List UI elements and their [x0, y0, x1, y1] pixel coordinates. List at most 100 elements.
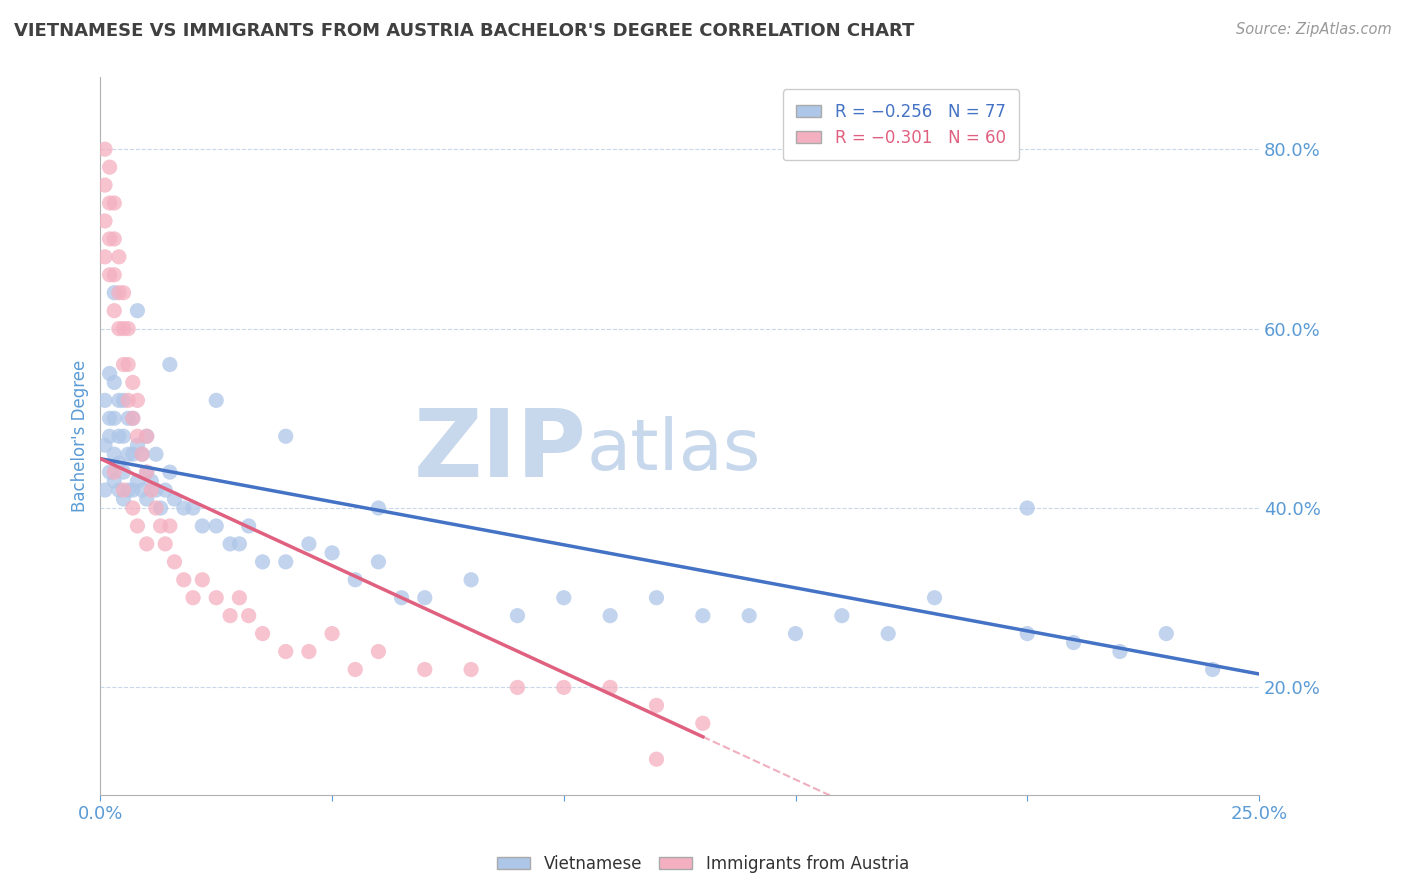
Point	[121, 501, 143, 516]
Point	[117, 483, 139, 497]
Point	[108, 321, 131, 335]
Point	[135, 429, 157, 443]
Point	[103, 285, 125, 300]
Point	[117, 411, 139, 425]
Point	[645, 752, 668, 766]
Text: Source: ZipAtlas.com: Source: ZipAtlas.com	[1236, 22, 1392, 37]
Point	[149, 501, 172, 516]
Point	[145, 501, 167, 516]
Point	[94, 142, 117, 156]
Text: VIETNAMESE VS IMMIGRANTS FROM AUSTRIA BACHELOR'S DEGREE CORRELATION CHART: VIETNAMESE VS IMMIGRANTS FROM AUSTRIA BA…	[14, 22, 914, 40]
Point	[108, 250, 131, 264]
Point	[103, 268, 125, 282]
Point	[163, 555, 186, 569]
Point	[367, 501, 389, 516]
Legend: R = −0.256   N = 77, R = −0.301   N = 60: R = −0.256 N = 77, R = −0.301 N = 60	[783, 89, 1019, 161]
Point	[645, 591, 668, 605]
Point	[103, 376, 125, 390]
Point	[321, 626, 343, 640]
Point	[117, 358, 139, 372]
Point	[117, 447, 139, 461]
Point	[108, 483, 131, 497]
Point	[274, 644, 297, 658]
Point	[1109, 644, 1132, 658]
Point	[141, 474, 163, 488]
Point	[135, 537, 157, 551]
Point	[103, 232, 125, 246]
Point	[205, 591, 228, 605]
Point	[94, 214, 117, 228]
Point	[506, 608, 529, 623]
Point	[181, 591, 204, 605]
Point	[117, 321, 139, 335]
Point	[127, 438, 149, 452]
Point	[112, 483, 135, 497]
Y-axis label: Bachelor's Degree: Bachelor's Degree	[72, 360, 89, 512]
Point	[228, 537, 250, 551]
Point	[145, 447, 167, 461]
Point	[108, 456, 131, 470]
Point	[135, 491, 157, 506]
Point	[131, 447, 153, 461]
Point	[692, 716, 714, 731]
Point	[785, 626, 807, 640]
Point	[121, 447, 143, 461]
Point	[135, 465, 157, 479]
Point	[205, 393, 228, 408]
Point	[553, 681, 575, 695]
Point	[173, 573, 195, 587]
Point	[252, 555, 274, 569]
Point	[344, 573, 367, 587]
Point	[127, 474, 149, 488]
Point	[413, 591, 436, 605]
Point	[298, 644, 321, 658]
Point	[112, 465, 135, 479]
Text: atlas: atlas	[586, 416, 761, 485]
Point	[112, 491, 135, 506]
Point	[131, 483, 153, 497]
Point	[98, 411, 121, 425]
Point	[112, 358, 135, 372]
Point	[191, 573, 214, 587]
Point	[127, 519, 149, 533]
Point	[108, 285, 131, 300]
Point	[506, 681, 529, 695]
Point	[159, 358, 181, 372]
Point	[877, 626, 900, 640]
Point	[98, 160, 121, 174]
Point	[145, 483, 167, 497]
Point	[121, 376, 143, 390]
Point	[127, 303, 149, 318]
Point	[155, 483, 177, 497]
Point	[599, 608, 621, 623]
Point	[121, 411, 143, 425]
Point	[103, 465, 125, 479]
Point	[298, 537, 321, 551]
Point	[553, 591, 575, 605]
Point	[645, 698, 668, 713]
Point	[121, 411, 143, 425]
Point	[159, 465, 181, 479]
Point	[274, 429, 297, 443]
Point	[252, 626, 274, 640]
Point	[155, 537, 177, 551]
Point	[173, 501, 195, 516]
Point	[1017, 501, 1039, 516]
Point	[98, 429, 121, 443]
Point	[98, 196, 121, 211]
Point	[103, 474, 125, 488]
Point	[391, 591, 413, 605]
Point	[94, 483, 117, 497]
Point	[1201, 663, 1223, 677]
Point	[149, 519, 172, 533]
Point	[121, 483, 143, 497]
Point	[112, 321, 135, 335]
Point	[94, 393, 117, 408]
Point	[103, 196, 125, 211]
Point	[321, 546, 343, 560]
Point	[112, 393, 135, 408]
Point	[108, 429, 131, 443]
Point	[94, 250, 117, 264]
Point	[238, 608, 260, 623]
Point	[238, 519, 260, 533]
